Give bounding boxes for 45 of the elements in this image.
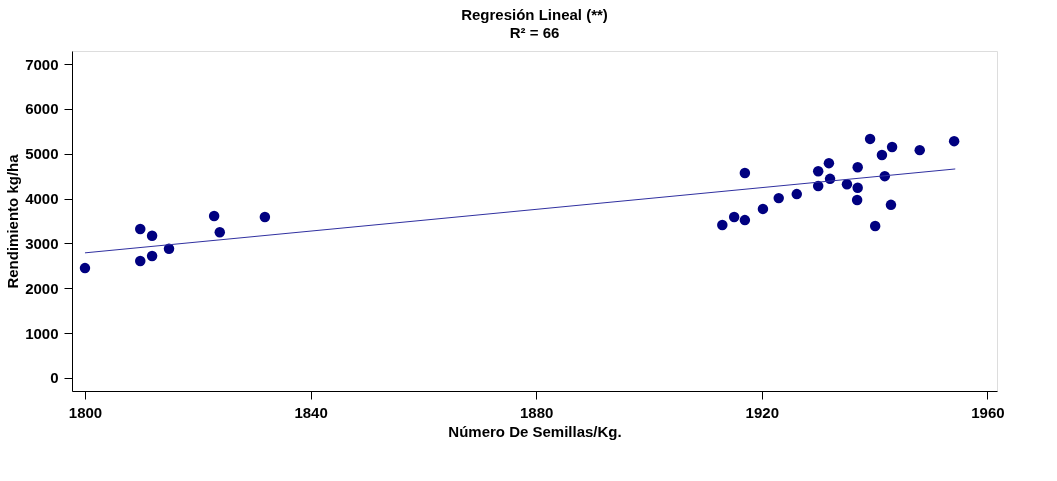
point [841, 178, 853, 190]
point [823, 157, 835, 169]
y-tick-label: 6000 [25, 100, 59, 118]
point [214, 226, 226, 238]
point [728, 211, 740, 223]
y-tick-label: 4000 [25, 190, 59, 208]
point [852, 182, 863, 194]
point [876, 149, 888, 161]
point [79, 262, 91, 274]
y-tick-label: 5000 [25, 145, 59, 163]
x-tick-label: 1920 [745, 403, 779, 421]
chart-subtitle: R² = 66 [509, 24, 560, 41]
point [757, 203, 769, 215]
point [948, 135, 960, 147]
y-axis-title: Rendimiento kg/ha [4, 153, 22, 289]
point [852, 161, 863, 173]
y-tick-label: 2000 [25, 279, 59, 297]
point [135, 223, 146, 235]
point [739, 167, 751, 179]
point [146, 250, 158, 262]
point [773, 192, 784, 204]
point [914, 144, 925, 156]
x-tick-label: 1960 [971, 403, 1005, 421]
point [886, 141, 898, 153]
y-tick-label: 7000 [25, 55, 59, 73]
y-tick-label: 1000 [25, 324, 59, 342]
point [208, 210, 220, 222]
point [885, 199, 897, 211]
x-tick-label: 1800 [68, 403, 103, 421]
point [864, 133, 876, 145]
point [851, 194, 863, 206]
point [135, 255, 146, 267]
x-tick-label: 1840 [294, 403, 328, 421]
x-tick-label: 1880 [520, 403, 554, 421]
y-tick-label: 0 [50, 369, 59, 387]
point [869, 220, 881, 232]
point [259, 211, 271, 223]
point [717, 219, 728, 231]
point [812, 165, 824, 177]
chart-title: Regresión Lineal (**) [461, 6, 608, 23]
point [791, 188, 803, 200]
y-tick-label: 3000 [25, 234, 59, 252]
x-axis-title: Número De Semillas/Kg. [448, 422, 622, 440]
point [739, 214, 751, 226]
point [146, 230, 158, 242]
